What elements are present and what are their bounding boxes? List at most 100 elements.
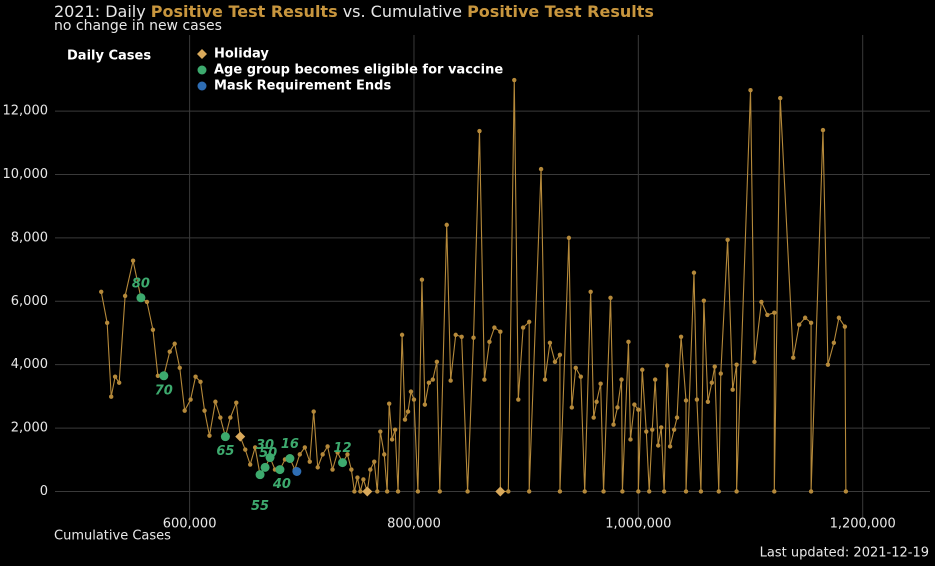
series-point [552, 359, 558, 365]
series-point [307, 459, 312, 464]
series-point [694, 397, 700, 402]
series-point [802, 315, 808, 320]
marker-label: 70 [155, 383, 173, 398]
series-point [730, 387, 735, 392]
y-tick-label: 6,000 [11, 294, 48, 309]
footer: Last updated: 2021-12-19 [760, 546, 929, 561]
series-point [477, 128, 482, 134]
series-point [655, 443, 661, 448]
y-tick-label: 4,000 [11, 357, 48, 372]
series-point [608, 295, 613, 300]
series-point [361, 477, 366, 482]
legend-label: Age group becomes eligible for vaccine [214, 63, 503, 78]
series-point [368, 467, 373, 472]
series-point [389, 437, 395, 442]
series-point [716, 489, 721, 494]
legend-label: Daily Cases [67, 49, 151, 64]
series-point [734, 489, 739, 494]
series-point [372, 459, 377, 464]
series-point [748, 87, 753, 93]
series-point [772, 489, 777, 494]
series-point [836, 315, 842, 320]
series-point [683, 398, 689, 403]
series-point [352, 489, 357, 494]
series-point [116, 380, 122, 385]
series-point [465, 489, 470, 494]
series-point [573, 365, 578, 371]
series-point [820, 127, 826, 133]
series-point [825, 362, 831, 367]
series-point [375, 489, 380, 494]
series-point [419, 277, 425, 282]
series-point [620, 489, 625, 494]
series-point [392, 427, 398, 432]
series-point [705, 399, 711, 404]
series-point [674, 415, 680, 420]
series-point [640, 367, 645, 372]
series-point [512, 77, 517, 83]
series-point [598, 381, 603, 386]
marker [338, 458, 348, 468]
series-point [330, 467, 335, 472]
title-part: 2021: Daily [54, 2, 151, 21]
series-point [182, 408, 187, 413]
series-point [557, 352, 563, 358]
series-point [611, 422, 616, 427]
series-point [765, 312, 770, 318]
marker-label: 40 [272, 477, 291, 492]
series-point [659, 425, 664, 430]
series-point [122, 293, 128, 299]
series-point [402, 417, 408, 422]
series-point [218, 415, 223, 420]
series-point [542, 377, 548, 382]
marker [495, 486, 506, 497]
legend-swatch [197, 81, 207, 91]
chart-title: 2021: Daily Positive Test Results vs. Cu… [54, 2, 654, 21]
series-point [632, 402, 637, 407]
series-point [234, 400, 239, 405]
marker [362, 486, 373, 497]
series-point [842, 324, 848, 329]
series-point [405, 409, 411, 414]
series-point [661, 489, 667, 494]
series-point [644, 429, 649, 434]
series-point [193, 374, 198, 379]
series-point [335, 450, 340, 455]
series-point [228, 415, 233, 420]
series-point [796, 322, 802, 327]
x-tick-label: 1,200,000 [830, 517, 896, 532]
y-tick-label: 8,000 [11, 230, 48, 245]
series-point [628, 437, 633, 442]
series-point [349, 467, 354, 472]
series-point [315, 465, 320, 470]
series-point [843, 489, 849, 494]
series-point [772, 310, 777, 315]
series-point [569, 405, 575, 410]
x-tick-label: 600,000 [163, 517, 217, 532]
series-point [601, 489, 606, 494]
series-point [188, 397, 193, 402]
series-point [526, 489, 532, 494]
series-point [453, 332, 458, 338]
series-point [725, 237, 730, 242]
series-point [448, 378, 453, 383]
series-point [167, 349, 172, 354]
series-point [104, 320, 110, 326]
series-point [355, 475, 360, 480]
series-point [155, 373, 161, 378]
series-point [430, 377, 436, 382]
y-tick-label: 12,000 [3, 104, 49, 119]
series-point [619, 377, 624, 382]
marker [235, 431, 246, 442]
legend-swatch [197, 65, 207, 75]
series-point [808, 489, 814, 494]
marker-label: 16 [281, 437, 299, 452]
x-tick-label: 1,000,000 [605, 517, 671, 532]
series-point [213, 399, 218, 404]
series-point [482, 377, 487, 382]
series-point [752, 359, 757, 365]
series-point [177, 365, 182, 371]
